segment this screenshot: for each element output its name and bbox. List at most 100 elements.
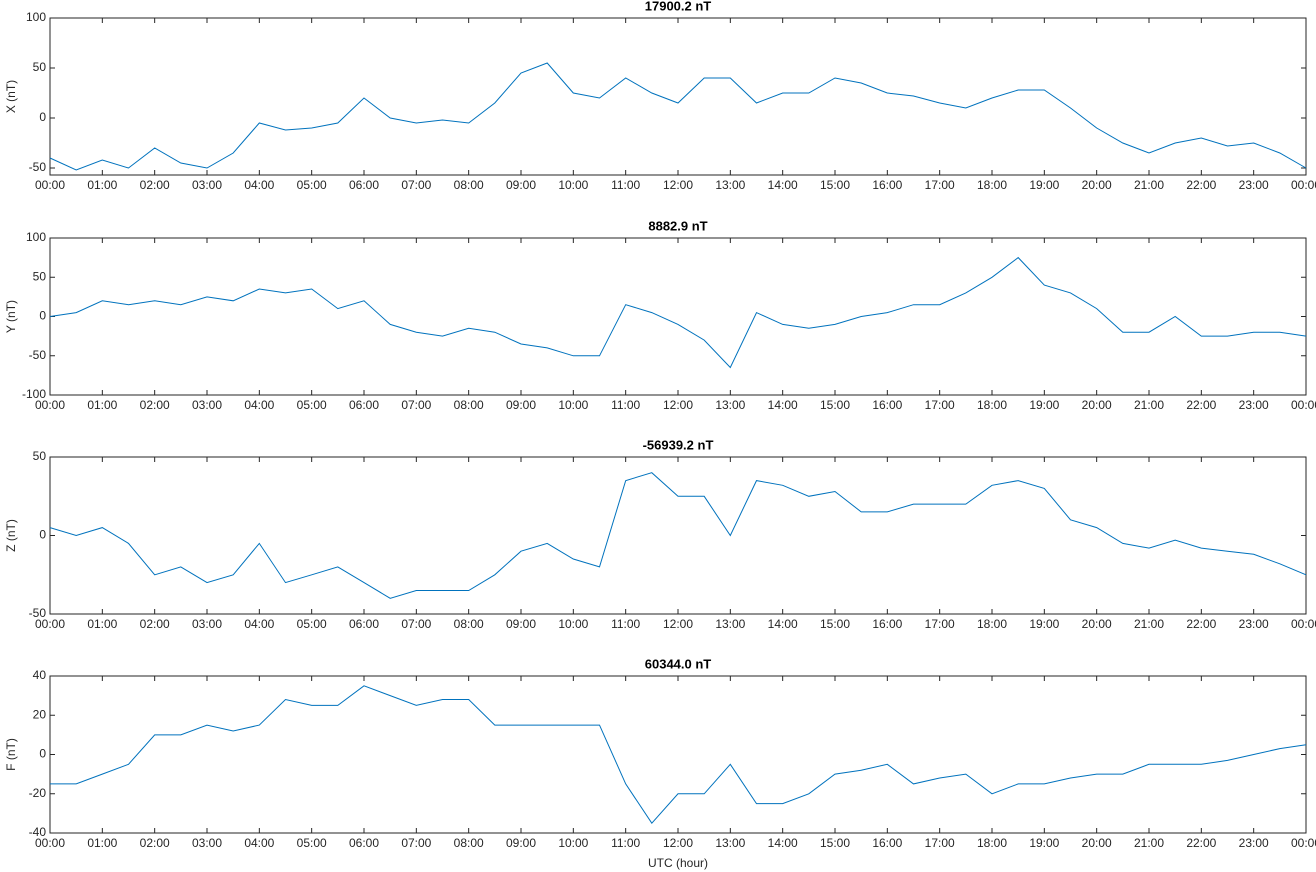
y-tick-label: 0: [39, 528, 46, 542]
y-tick-label: -40: [29, 825, 47, 839]
y-tick-label: 0: [39, 747, 46, 761]
chart-title: 17900.2 nT: [645, 0, 712, 13]
x-tick-label: 13:00: [715, 836, 745, 850]
x-tick-label: 16:00: [872, 617, 902, 631]
chart-title: -56939.2 nT: [643, 437, 714, 452]
y-tick-label: 20: [33, 707, 47, 721]
y-tick-label: -50: [29, 606, 47, 620]
x-tick-label: 18:00: [977, 617, 1007, 631]
y-tick-label: 50: [33, 449, 47, 463]
x-tick-label: 08:00: [454, 398, 484, 412]
x-tick-label: 20:00: [1082, 617, 1112, 631]
x-tick-label: 08:00: [454, 617, 484, 631]
x-tick-label: 02:00: [140, 617, 170, 631]
x-tick-label: 21:00: [1134, 836, 1164, 850]
x-tick-label: 03:00: [192, 178, 222, 192]
x-tick-label: 04:00: [244, 836, 274, 850]
y-tick-label: 50: [33, 269, 47, 283]
x-tick-label: 02:00: [140, 178, 170, 192]
x-tick-label: 00:00: [1291, 836, 1316, 850]
x-tick-label: 05:00: [297, 398, 327, 412]
x-tick-label: 18:00: [977, 398, 1007, 412]
x-tick-label: 15:00: [820, 398, 850, 412]
x-tick-label: 00:00: [1291, 617, 1316, 631]
x-tick-label: 01:00: [87, 398, 117, 412]
x-tick-label: 00:00: [1291, 178, 1316, 192]
x-tick-label: 20:00: [1082, 178, 1112, 192]
x-tick-label: 22:00: [1186, 836, 1216, 850]
x-tick-label: 01:00: [87, 178, 117, 192]
x-tick-label: 07:00: [401, 398, 431, 412]
x-tick-label: 23:00: [1239, 398, 1269, 412]
x-tick-label: 19:00: [1029, 836, 1059, 850]
x-tick-label: 07:00: [401, 836, 431, 850]
x-tick-label: 14:00: [768, 836, 798, 850]
y-tick-label: -100: [22, 387, 46, 401]
x-tick-label: 05:00: [297, 178, 327, 192]
x-tick-label: 17:00: [925, 617, 955, 631]
x-tick-label: 10:00: [558, 178, 588, 192]
x-tick-label: 06:00: [349, 178, 379, 192]
x-tick-label: 19:00: [1029, 617, 1059, 631]
x-tick-label: 11:00: [611, 178, 640, 192]
x-tick-label: 07:00: [401, 617, 431, 631]
plot-area: [49, 237, 1307, 396]
x-tick-label: 12:00: [663, 398, 693, 412]
x-tick-label: 05:00: [297, 836, 327, 850]
x-tick-label: 00:00: [35, 836, 65, 850]
x-tick-label: 17:00: [925, 178, 955, 192]
x-tick-label: 12:00: [663, 836, 693, 850]
x-tick-label: 09:00: [506, 178, 536, 192]
x-tick-label: 03:00: [192, 398, 222, 412]
x-tick-label: 14:00: [768, 178, 798, 192]
x-tick-label: 13:00: [715, 178, 745, 192]
x-tick-label: 10:00: [558, 617, 588, 631]
x-tick-label: 20:00: [1082, 836, 1112, 850]
x-tick-label: 04:00: [244, 398, 274, 412]
x-tick-label: 15:00: [820, 836, 850, 850]
x-tick-label: 12:00: [663, 178, 693, 192]
data-line: [49, 256, 1307, 369]
x-tick-label: 09:00: [506, 398, 536, 412]
plot-area: [49, 17, 1307, 176]
data-line: [49, 62, 1307, 171]
y-tick-label: 50: [33, 60, 47, 74]
x-tick-label: 03:00: [192, 836, 222, 850]
x-tick-label: 05:00: [297, 617, 327, 631]
x-tick-label: 22:00: [1186, 398, 1216, 412]
x-tick-label: 02:00: [140, 398, 170, 412]
x-tick-label: 06:00: [349, 617, 379, 631]
y-tick-label: 100: [26, 230, 46, 244]
x-tick-label: 08:00: [454, 836, 484, 850]
x-tick-label: 01:00: [87, 836, 117, 850]
data-line: [49, 472, 1307, 599]
x-axis-label: UTC (hour): [648, 856, 708, 870]
x-tick-label: 19:00: [1029, 178, 1059, 192]
x-tick-label: 18:00: [977, 178, 1007, 192]
y-tick-label: -20: [29, 786, 47, 800]
x-tick-label: 18:00: [977, 836, 1007, 850]
plot-area: [49, 456, 1307, 615]
x-tick-label: 00:00: [1291, 398, 1316, 412]
x-tick-label: 16:00: [872, 178, 902, 192]
x-tick-label: 21:00: [1134, 617, 1164, 631]
y-tick-label: 100: [26, 10, 46, 24]
y-axis-label: X (nT): [4, 80, 18, 113]
x-tick-label: 11:00: [611, 617, 640, 631]
x-tick-label: 01:00: [87, 617, 117, 631]
x-tick-label: 15:00: [820, 617, 850, 631]
x-tick-label: 00:00: [35, 617, 65, 631]
x-tick-label: 20:00: [1082, 398, 1112, 412]
y-axis-label: Z (nT): [4, 519, 18, 552]
x-tick-label: 02:00: [140, 836, 170, 850]
x-tick-label: 07:00: [401, 178, 431, 192]
x-tick-label: 04:00: [244, 617, 274, 631]
y-axis-label: Y (nT): [4, 300, 18, 333]
y-tick-label: 0: [39, 110, 46, 124]
data-line: [50, 685, 1307, 825]
x-tick-label: 09:00: [506, 617, 536, 631]
x-tick-label: 23:00: [1239, 178, 1269, 192]
y-tick-label: -50: [29, 160, 47, 174]
x-tick-label: 12:00: [663, 617, 693, 631]
